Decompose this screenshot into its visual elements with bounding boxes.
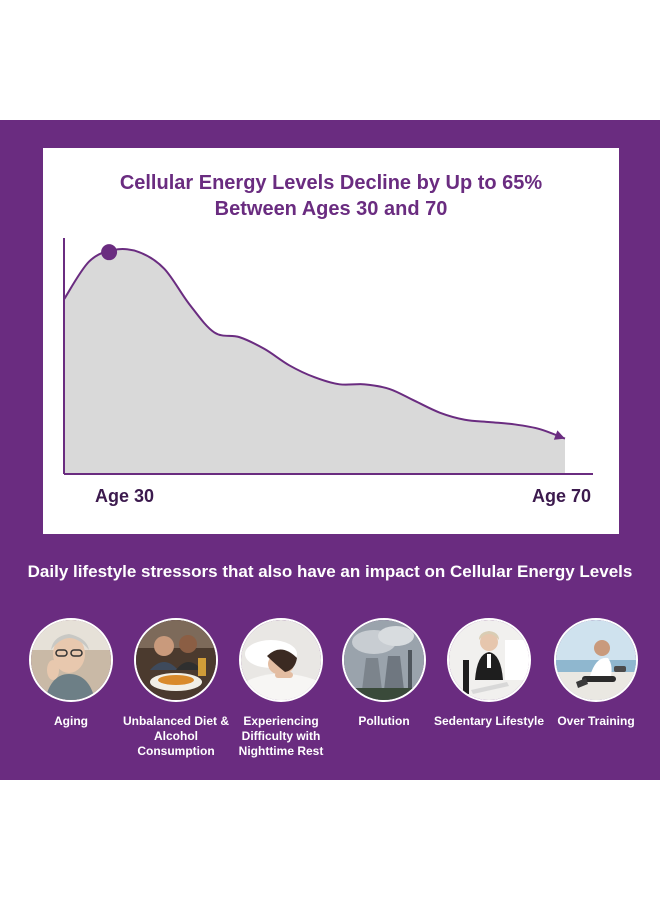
chart-title-line-2: Between Ages 30 and 70 [214, 198, 448, 220]
sleep-photo-icon [239, 618, 323, 702]
stressor-label: Sedentary Lifestyle [433, 714, 545, 728]
sedentary-photo-icon [447, 618, 531, 702]
x-label-end: Age 70 [531, 486, 591, 506]
chart-title: Cellular Energy Levels Decline by Up to … [43, 170, 619, 222]
stressor-aging: Aging [11, 618, 131, 729]
stressor-sleep: Experiencing Difficulty with Nighttime R… [221, 618, 341, 759]
stressors-row: Aging Unbalanced Diet & Alcohol Consumpt… [0, 618, 660, 768]
stressor-label: Unbalanced Diet & Alcohol Consumption [122, 714, 230, 758]
stressor-sedentary: Sedentary Lifestyle [429, 618, 549, 729]
aging-photo-icon [29, 618, 113, 702]
end-arrow-head [553, 430, 565, 440]
stressor-pollution: Pollution [324, 618, 444, 729]
chart-card: Cellular Energy Levels Decline by Up to … [43, 148, 619, 534]
pollution-photo-icon [342, 618, 426, 702]
stressor-label: Aging [54, 714, 88, 728]
stressor-label: Over Training [557, 714, 635, 728]
chart-title-line-1: Cellular Energy Levels Decline by Up to … [119, 172, 543, 194]
peak-marker [101, 244, 118, 261]
x-label-start: Age 30 [95, 486, 155, 506]
purple-band: Cellular Energy Levels Decline by Up to … [0, 120, 660, 780]
stressor-training: Over Training [536, 618, 656, 729]
energy-series-line [63, 248, 566, 440]
energy-decline-chart [63, 238, 593, 475]
stressor-label: Experiencing Difficulty with Nighttime R… [238, 714, 324, 758]
stressor-diet: Unbalanced Diet & Alcohol Consumption [116, 618, 236, 759]
stressors-heading: Daily lifestyle stressors that also have… [27, 562, 633, 581]
energy-area-fill [64, 249, 565, 474]
stressor-label: Pollution [358, 714, 410, 728]
diet-photo-icon [134, 618, 218, 702]
training-photo-icon [554, 618, 638, 702]
